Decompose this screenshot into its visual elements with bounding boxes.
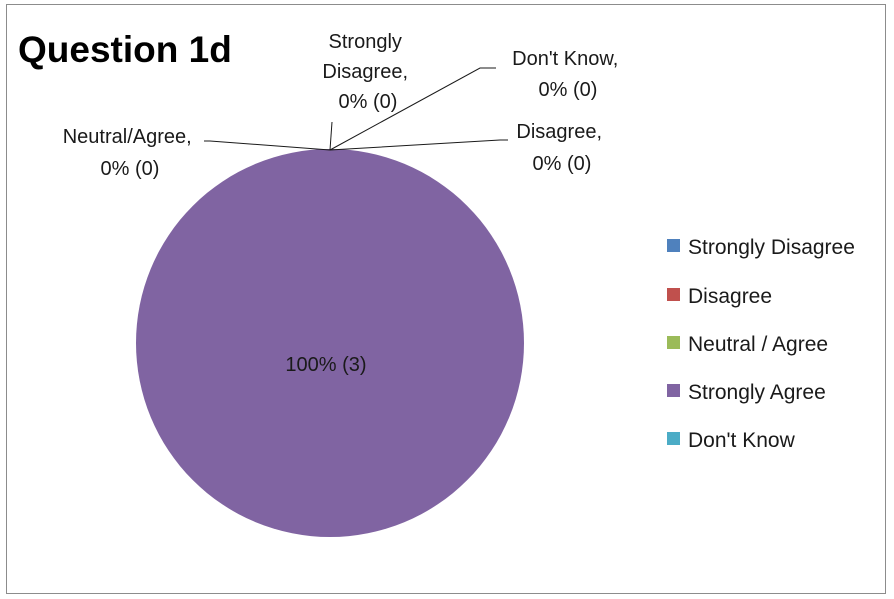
chart-title: Question 1d bbox=[18, 29, 232, 70]
data-label-line: Strongly bbox=[329, 31, 402, 53]
leader-line-dont-know bbox=[329, 67, 496, 151]
legend-swatch-dont-know bbox=[667, 432, 680, 445]
data-label-strongly-disagree: Strongly Disagree, 0% (0) bbox=[322, 31, 413, 113]
leader-lines bbox=[204, 67, 508, 151]
legend-label-disagree: Disagree bbox=[688, 285, 772, 308]
data-label-line: Disagree, bbox=[516, 121, 602, 143]
data-label-line: 0% (0) bbox=[533, 153, 592, 175]
data-label-line: Don't Know, bbox=[512, 48, 618, 70]
leader-line-neutral-agree bbox=[204, 140, 331, 151]
data-label-line: Disagree, bbox=[322, 61, 408, 83]
leader-line-strongly-disagree bbox=[329, 121, 333, 151]
data-label-line: 0% (0) bbox=[339, 91, 398, 113]
pie-slice-strongly-agree bbox=[136, 149, 524, 537]
data-label-line: Neutral/Agree, bbox=[63, 126, 192, 148]
data-label-dont-know: Don't Know, 0% (0) bbox=[512, 48, 624, 101]
data-label-neutral-agree: Neutral/Agree, 0% (0) bbox=[63, 126, 198, 180]
legend-swatch-strongly-disagree bbox=[667, 239, 680, 252]
data-label-line: 0% (0) bbox=[101, 158, 160, 180]
data-label-strongly-agree: 100% (3) bbox=[285, 354, 366, 376]
legend-swatch-disagree bbox=[667, 288, 680, 301]
data-label-disagree: Disagree, 0% (0) bbox=[516, 121, 607, 175]
leader-line-disagree bbox=[329, 139, 508, 151]
legend-swatch-strongly-agree bbox=[667, 384, 680, 397]
data-label-line: 0% (0) bbox=[539, 79, 598, 101]
legend-label-neutral-agree: Neutral / Agree bbox=[688, 333, 828, 356]
legend-label-strongly-agree: Strongly Agree bbox=[688, 381, 826, 404]
legend-label-dont-know: Don't Know bbox=[688, 429, 796, 452]
pie-slices bbox=[136, 149, 524, 537]
legend: Strongly Disagree Disagree Neutral / Agr… bbox=[667, 236, 855, 452]
legend-label-strongly-disagree: Strongly Disagree bbox=[688, 236, 855, 259]
legend-swatch-neutral-agree bbox=[667, 336, 680, 349]
